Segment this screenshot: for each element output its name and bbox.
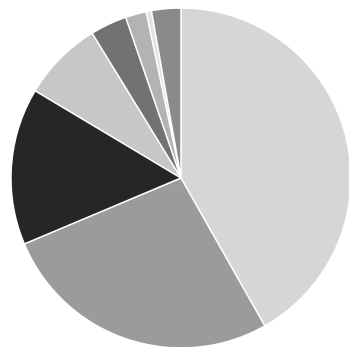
pie-slice-2 <box>23 177 266 347</box>
pie-slices <box>10 7 349 347</box>
pie-slice-1 <box>180 7 349 327</box>
pie-slice-8 <box>150 7 182 179</box>
pie-slice-3 <box>10 89 183 245</box>
